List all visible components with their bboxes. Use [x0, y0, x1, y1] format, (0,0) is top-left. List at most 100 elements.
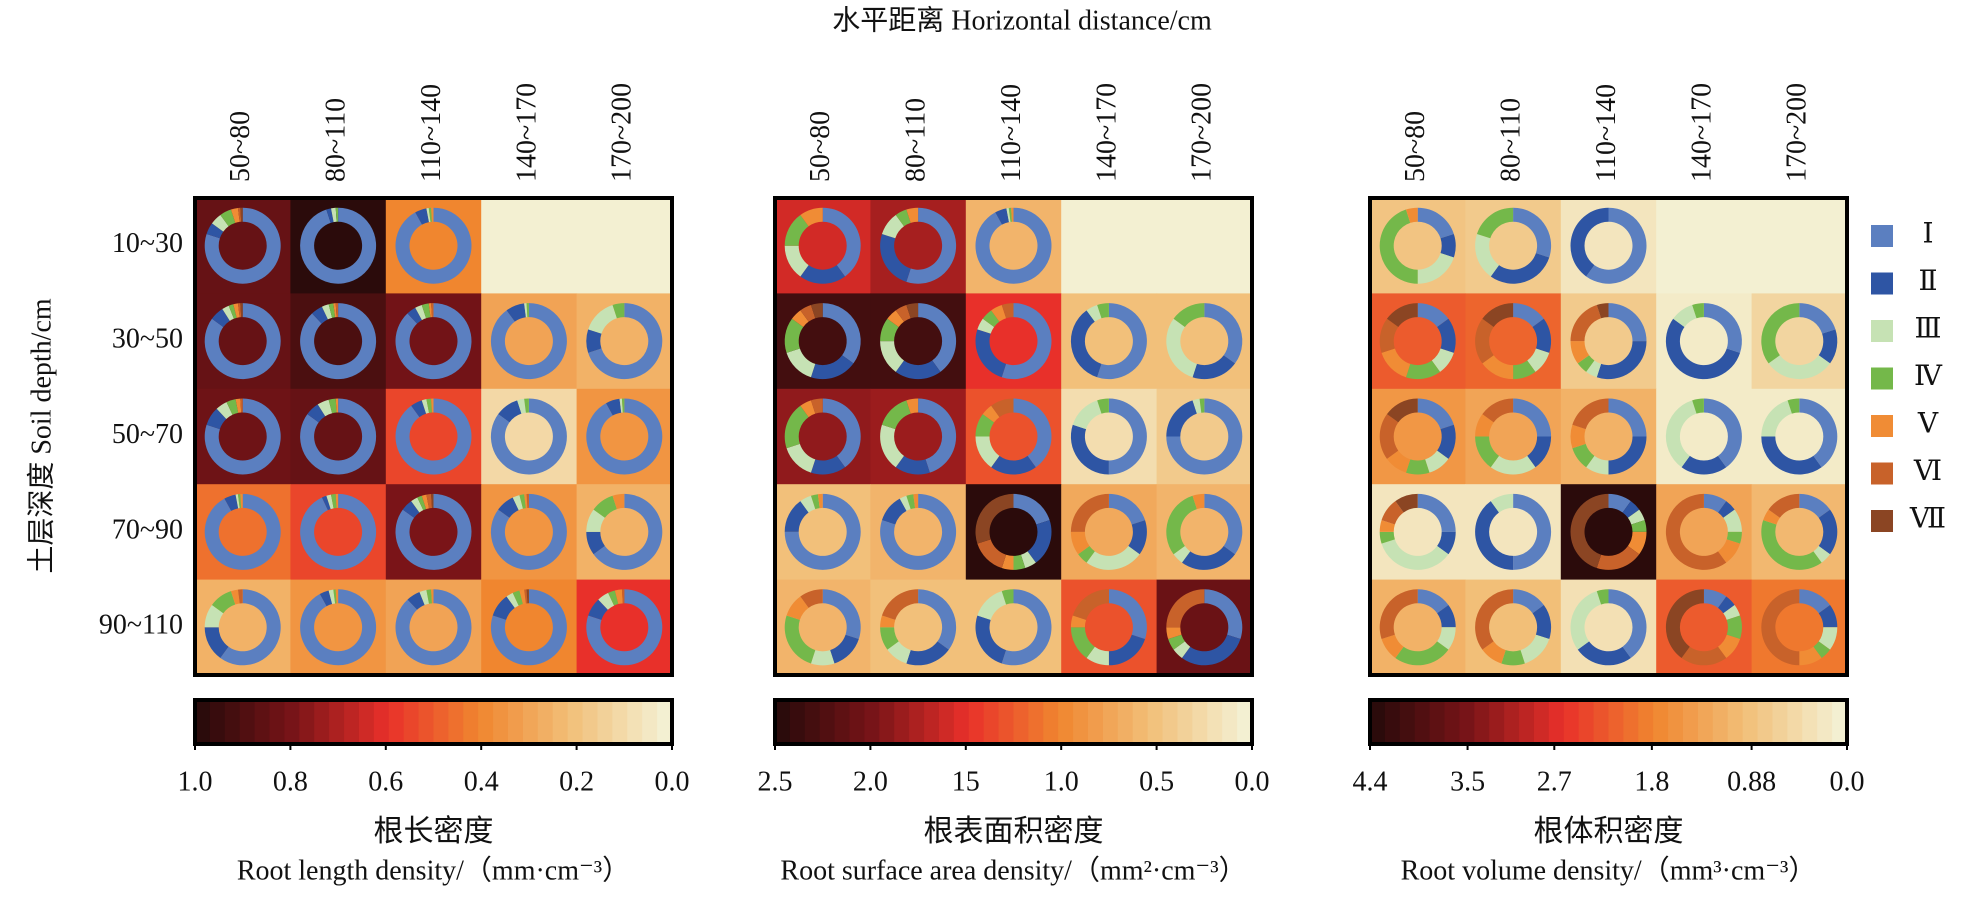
- legend-label: Ⅰ: [1922, 218, 1933, 249]
- donut-segment: [1386, 398, 1418, 423]
- colorbar-step: [909, 700, 925, 744]
- colorbar-step: [1028, 700, 1044, 744]
- donut-segment: [586, 398, 663, 475]
- colorbar-tick-label: 3.5: [1450, 766, 1485, 797]
- colorbar-step: [314, 700, 330, 744]
- donut-segment: [1799, 646, 1822, 666]
- donut-segment: [1490, 455, 1536, 475]
- donut-segment: [1006, 207, 1011, 223]
- donut-segment: [810, 303, 823, 319]
- x-tick-label: 50~80: [225, 111, 256, 182]
- donut-segment: [519, 589, 526, 605]
- donut-segment: [526, 493, 529, 508]
- colorbar-tick-label: 0.8: [273, 766, 308, 797]
- legend-label: Ⅲ: [1914, 313, 1941, 344]
- donut-segment: [206, 408, 227, 430]
- legend-swatch: [1871, 272, 1893, 295]
- donut-segment: [913, 493, 919, 509]
- colorbar-step: [1638, 700, 1654, 744]
- colorbar-step: [1414, 700, 1431, 744]
- donut-segment: [1192, 398, 1202, 414]
- donut-segment: [1761, 436, 1822, 475]
- colorbar-step: [1504, 700, 1520, 744]
- donut-segment: [335, 207, 339, 222]
- donut-segment: [1108, 589, 1147, 640]
- donut-segment: [1818, 627, 1838, 650]
- colorbar-step: [597, 700, 613, 744]
- donut-segment: [880, 318, 899, 342]
- colorbar-step: [269, 700, 285, 744]
- donut-segment: [822, 589, 861, 640]
- donut-segment: [619, 398, 623, 413]
- donut-segment: [880, 233, 911, 282]
- donut-segment: [614, 589, 623, 605]
- donut-segment: [1001, 589, 1052, 666]
- donut-segment: [1570, 493, 1609, 569]
- colorbar-step: [1222, 700, 1238, 744]
- donut-segment: [895, 360, 941, 380]
- donut-segment: [1166, 400, 1197, 437]
- donut-segment: [975, 493, 1014, 544]
- donut-segment: [975, 207, 1052, 284]
- legend-swatch: [1871, 367, 1893, 390]
- donut-segment: [1799, 303, 1836, 334]
- colorbar-step: [1727, 700, 1744, 744]
- donut-segment: [1527, 436, 1552, 468]
- donut-segment: [1681, 455, 1727, 475]
- donut-segment: [1482, 355, 1514, 380]
- donut-segment: [784, 405, 809, 449]
- donut-segment: [230, 207, 240, 223]
- donut-segment: [1570, 304, 1602, 342]
- donut-segment: [300, 493, 377, 570]
- donut-segment: [333, 589, 337, 604]
- donut-segment: [784, 214, 809, 246]
- colorbar-step: [1162, 700, 1178, 744]
- colorbar-title-zh: 根表面积密度: [924, 815, 1104, 848]
- donut-segment: [906, 494, 916, 510]
- colorbar-step: [1787, 700, 1803, 744]
- donut-segment: [312, 306, 328, 324]
- colorbar-step: [388, 700, 405, 744]
- donut-segment: [800, 207, 823, 227]
- colorbar-step: [239, 700, 256, 744]
- donut-segment: [490, 589, 567, 666]
- donut-segment: [1665, 400, 1697, 468]
- donut-segment: [1475, 589, 1514, 650]
- y-tick-label: 50~70: [112, 419, 183, 450]
- colorbar-tick-label: 0.0: [1830, 766, 1865, 797]
- colorbar-step: [1668, 700, 1684, 744]
- donut-segment: [415, 304, 427, 321]
- donut-segment: [786, 443, 816, 473]
- x-tick-label: 80~110: [321, 98, 352, 182]
- colorbar-step: [1459, 700, 1475, 744]
- colorbar-step: [478, 700, 494, 744]
- x-tick-label: 140~170: [1091, 83, 1122, 182]
- donut-segment: [1577, 641, 1631, 666]
- donut-segment: [887, 641, 911, 664]
- donut-segment: [1013, 493, 1050, 525]
- donut-segment: [395, 398, 472, 475]
- donut-segment: [240, 493, 243, 508]
- y-tick-label: 10~30: [112, 228, 183, 259]
- donut-segment: [204, 604, 224, 628]
- donut-segment: [982, 310, 1000, 327]
- donut-segment: [1181, 634, 1241, 666]
- x-tick-label: 110~140: [416, 84, 447, 182]
- donut-segment: [395, 207, 472, 284]
- donut-segment: [1437, 604, 1456, 628]
- donut-segment: [211, 591, 236, 614]
- donut-segment: [1787, 398, 1800, 414]
- donut-segment: [1070, 615, 1087, 628]
- donut-segment: [506, 303, 526, 322]
- donut-segment: [490, 303, 567, 380]
- donut-segment: [1001, 303, 1014, 319]
- heat-cell: [1656, 198, 1753, 294]
- colorbar-frame: [193, 698, 674, 746]
- donut-segment: [1513, 303, 1544, 327]
- donut-segment: [319, 590, 333, 607]
- donut-segment: [1476, 207, 1514, 239]
- donut-segment: [1513, 207, 1552, 258]
- donut-segment: [1665, 493, 1727, 570]
- donut-segment: [881, 214, 904, 239]
- donut-segment: [800, 400, 816, 418]
